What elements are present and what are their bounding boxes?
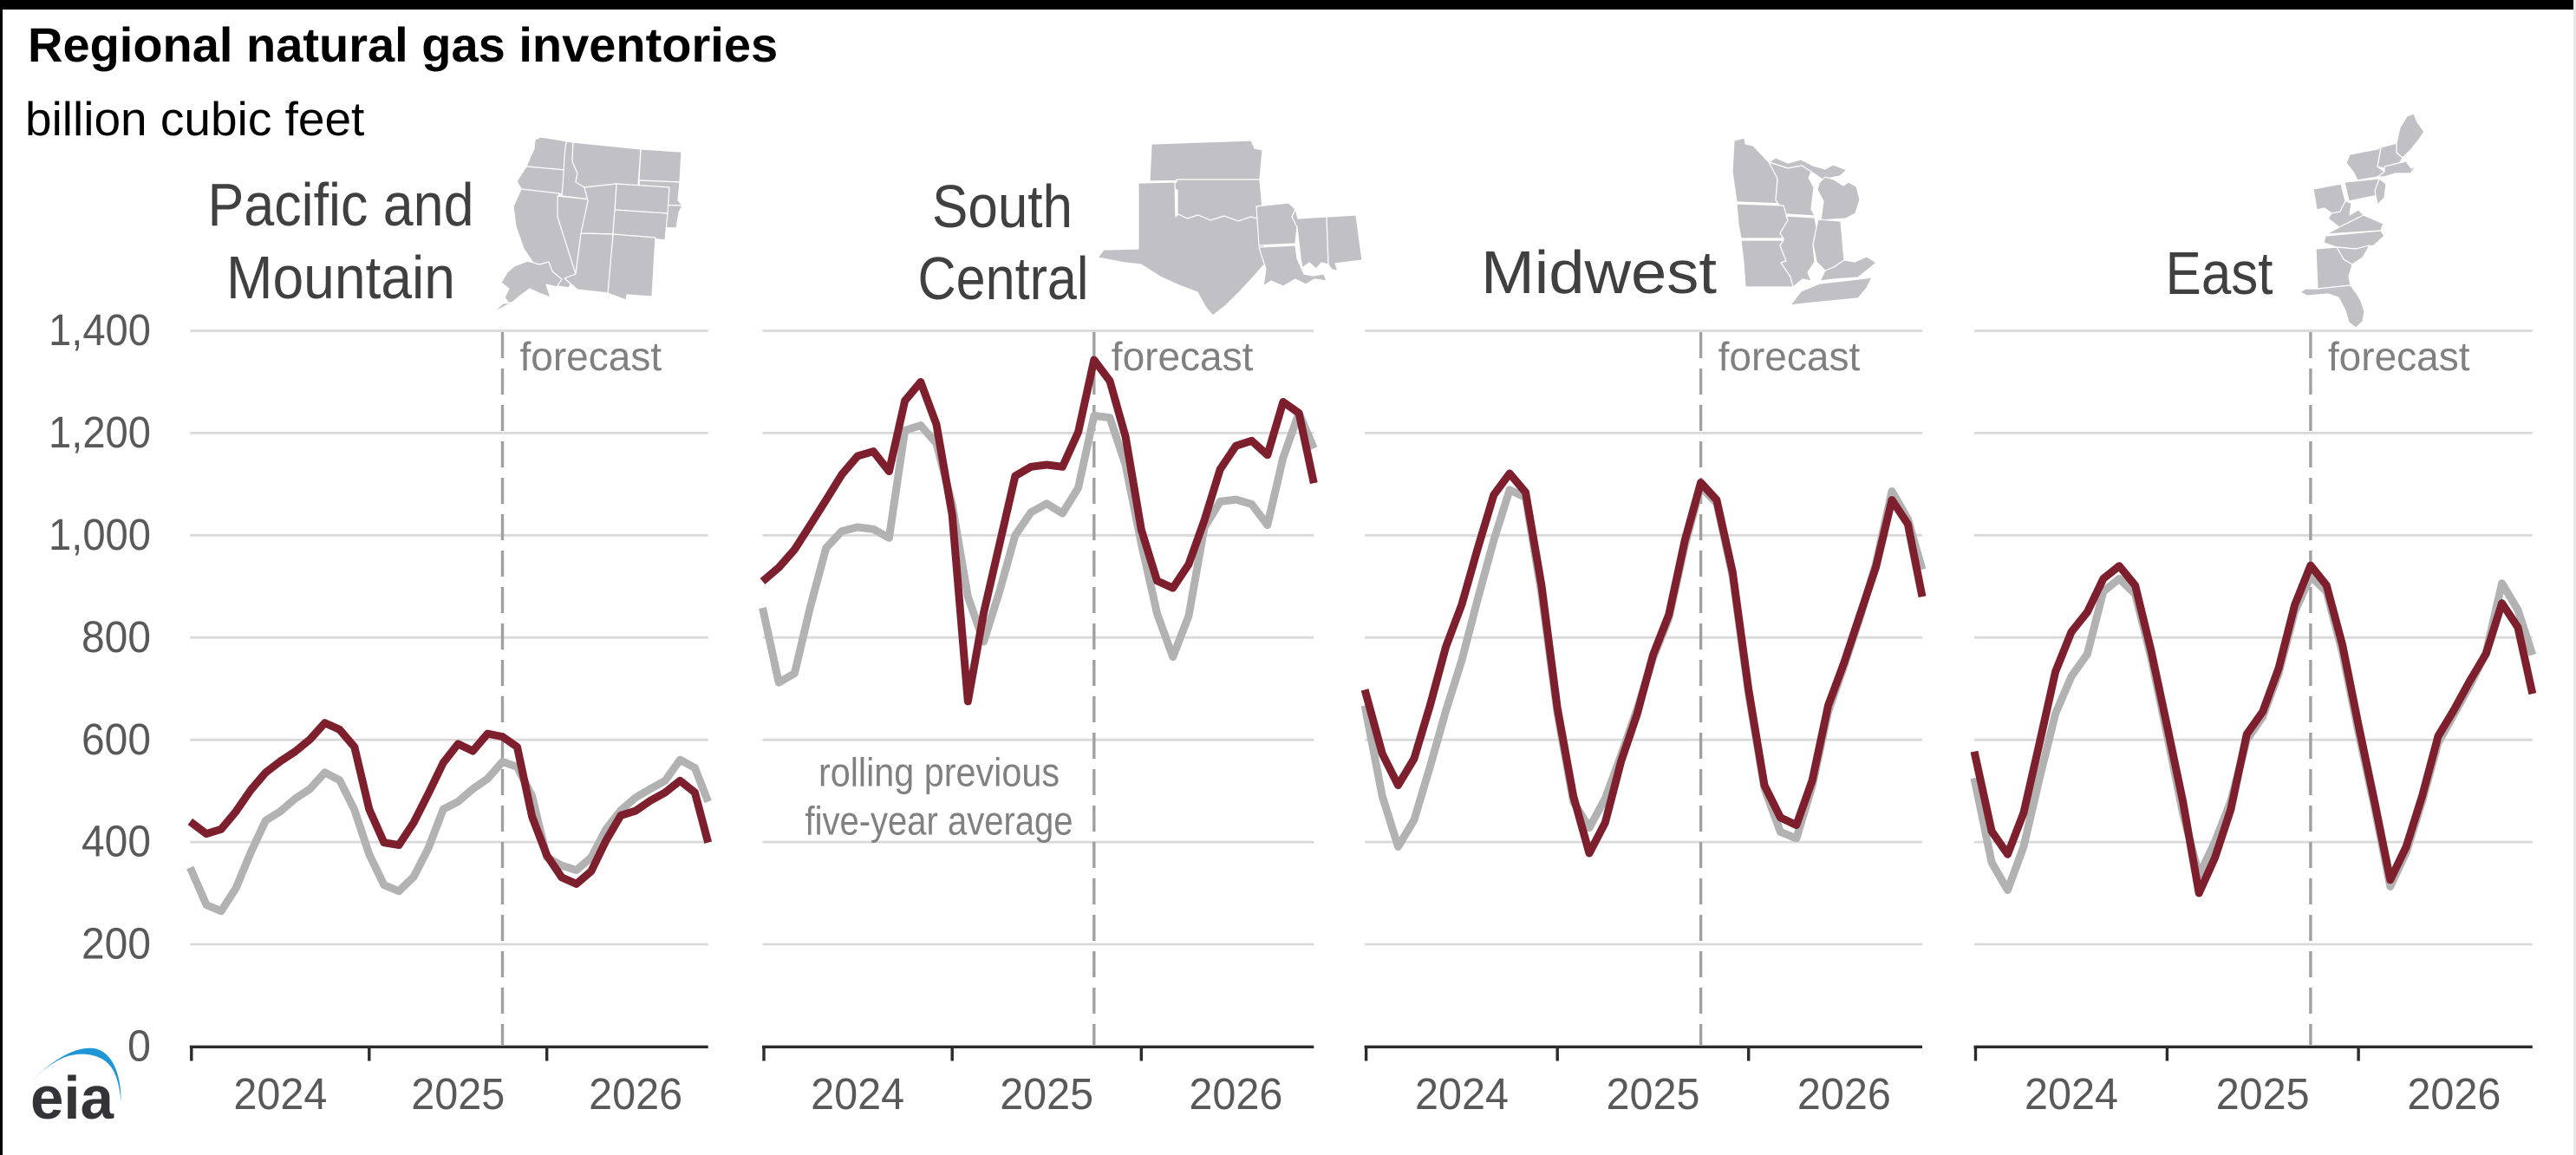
svg-text:600: 600 [82,715,151,764]
svg-text:forecast: forecast [520,334,662,379]
svg-text:2025: 2025 [411,1069,505,1119]
svg-text:Pacific and: Pacific and [208,171,474,238]
svg-text:Central: Central [918,245,1089,312]
svg-text:forecast: forecast [1112,334,1254,379]
svg-text:0: 0 [127,1021,151,1071]
svg-text:forecast: forecast [1718,334,1861,379]
svg-text:South: South [932,173,1073,240]
svg-text:2025: 2025 [2216,1069,2310,1119]
svg-text:800: 800 [82,612,151,662]
svg-text:2026: 2026 [1797,1069,1891,1119]
svg-text:five-year average: five-year average [805,799,1073,844]
svg-text:forecast: forecast [2328,334,2470,379]
svg-text:2026: 2026 [2407,1069,2501,1119]
svg-text:Mountain: Mountain [226,244,455,311]
svg-text:2024: 2024 [811,1069,904,1119]
svg-text:Midwest: Midwest [1481,238,1717,306]
svg-text:2024: 2024 [2025,1069,2118,1119]
svg-text:1,400: 1,400 [49,305,151,355]
svg-text:1,200: 1,200 [49,408,151,457]
svg-text:2024: 2024 [1415,1069,1509,1119]
svg-text:billion cubic feet: billion cubic feet [25,92,364,146]
svg-text:400: 400 [82,817,151,866]
svg-text:Regional natural gas inventori: Regional natural gas inventories [28,17,778,72]
svg-text:2025: 2025 [1607,1069,1700,1119]
svg-text:rolling previous: rolling previous [818,750,1060,795]
svg-text:2024: 2024 [233,1069,327,1119]
svg-text:200: 200 [82,919,151,969]
svg-text:eia: eia [30,1064,114,1132]
svg-text:1,000: 1,000 [49,510,151,559]
svg-text:2026: 2026 [1189,1069,1282,1119]
svg-text:East: East [2166,239,2273,307]
svg-text:2025: 2025 [1000,1069,1093,1119]
svg-text:2026: 2026 [589,1069,682,1119]
